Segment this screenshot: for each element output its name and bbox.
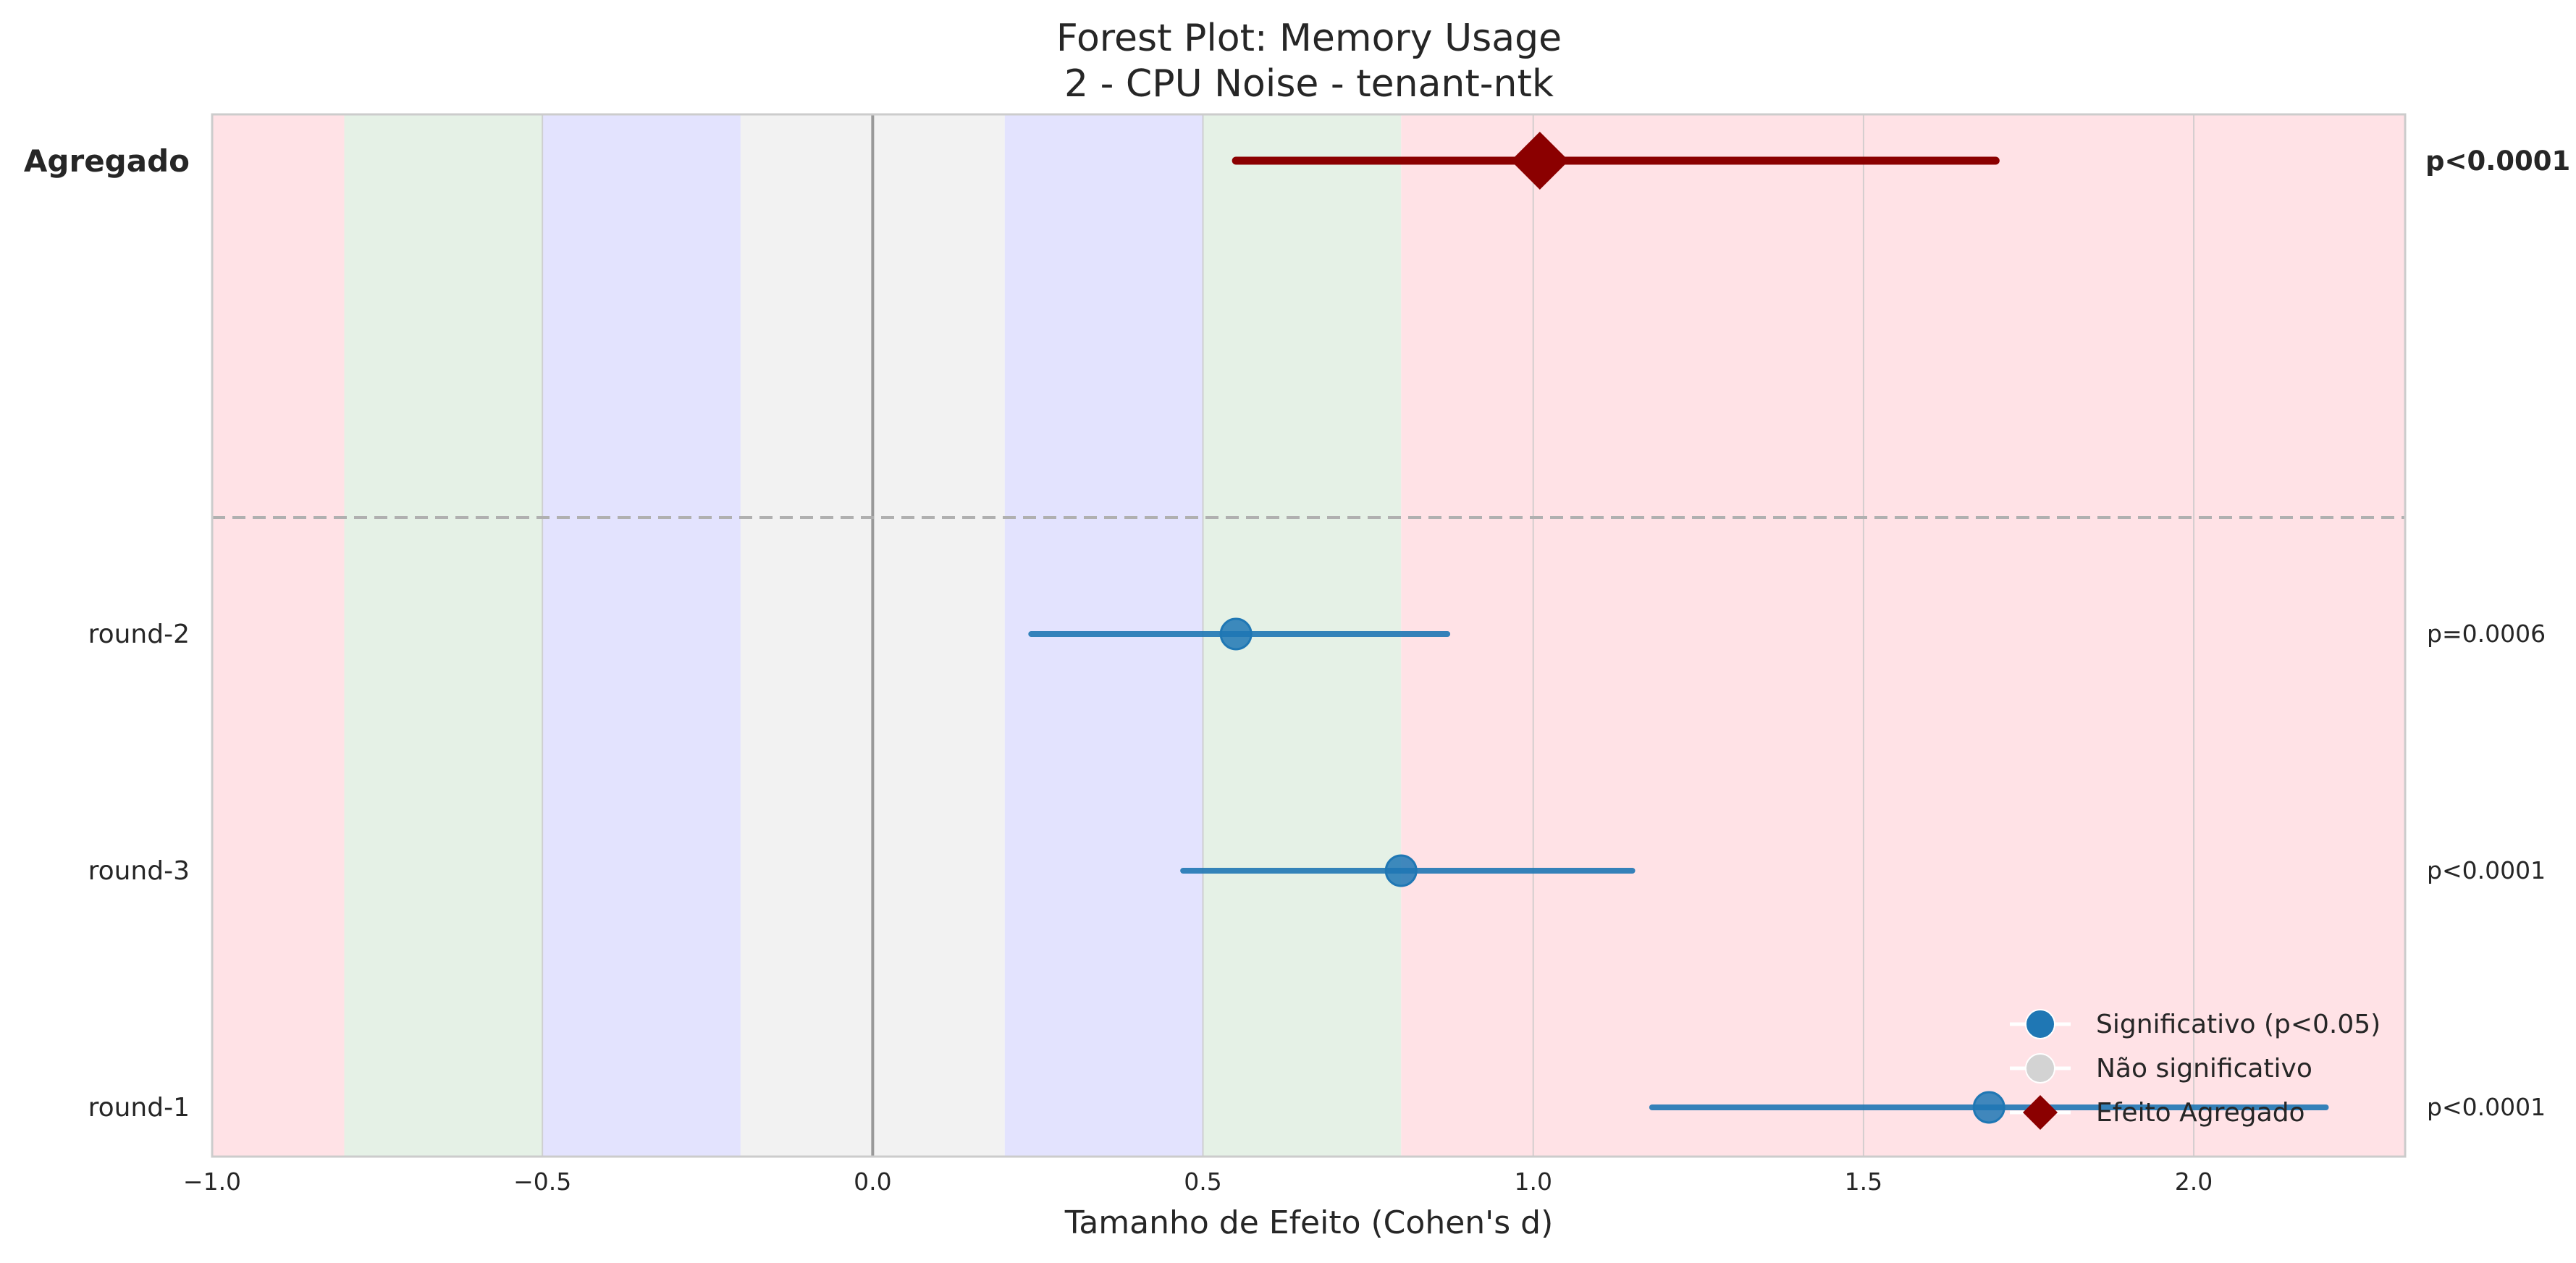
x-tick-label: −1.0	[183, 1167, 241, 1196]
x-tick-label: 2.0	[2175, 1167, 2213, 1196]
study-row-label: round-1	[88, 1093, 190, 1123]
study-p-value: p=0.0006	[2427, 620, 2546, 648]
study-point-round-3	[1384, 854, 1418, 887]
aggregate-row-label: Agregado	[24, 143, 190, 179]
legend-marker-circle-0	[2025, 1009, 2055, 1039]
legend-label: Significativo (p<0.05)	[2096, 1010, 2381, 1039]
effect-band-2	[542, 114, 741, 1157]
forest-marks	[1028, 132, 2329, 1124]
x-axis-ticks: −1.0 −0.5 0.0 0.5 1.0 1.5 2.0	[183, 1167, 2213, 1196]
legend: Significativo (p<0.05) Não significativo E…	[2010, 1009, 2381, 1130]
legend-label: Efeito Agregado	[2096, 1098, 2305, 1128]
legend-marker-circle-1	[2025, 1053, 2055, 1084]
effect-band-0	[212, 114, 345, 1157]
study-point-round-1	[1972, 1091, 2005, 1124]
x-tick-label: 0.0	[854, 1167, 891, 1196]
chart-title-line2: 2 - CPU Noise - tenant-ntk	[1064, 62, 1554, 106]
row-labels: Agregado round-2 round-3 round-1	[24, 143, 190, 1123]
x-tick-label: −0.5	[513, 1167, 571, 1196]
study-row-label: round-3	[88, 856, 190, 886]
study-point-round-2	[1219, 617, 1253, 651]
aggregate-p-value: p<0.0001	[2425, 145, 2570, 177]
x-tick-label: 0.5	[1184, 1167, 1221, 1196]
x-tick-label: 1.5	[1845, 1167, 1882, 1196]
p-value-labels: p<0.0001 p=0.0006 p<0.0001 p<0.0001	[2425, 145, 2570, 1121]
x-tick-label: 1.0	[1514, 1167, 1552, 1196]
effect-band-6	[1401, 114, 2405, 1157]
study-row-label: round-2	[88, 620, 190, 649]
aggregate-diamond-marker	[1510, 132, 1569, 190]
study-p-value: p<0.0001	[2427, 1093, 2546, 1121]
plot-frame	[211, 113, 2407, 1158]
chart-title-line1: Forest Plot: Memory Usage	[1056, 17, 1562, 60]
effect-band-1	[344, 114, 543, 1157]
legend-label: Não significativo	[2096, 1054, 2312, 1084]
legend-marker-diamond	[2023, 1095, 2058, 1130]
x-axis-label: Tamanho de Efeito (Cohen's d)	[1064, 1204, 1554, 1241]
study-p-value: p<0.0001	[2427, 856, 2546, 884]
